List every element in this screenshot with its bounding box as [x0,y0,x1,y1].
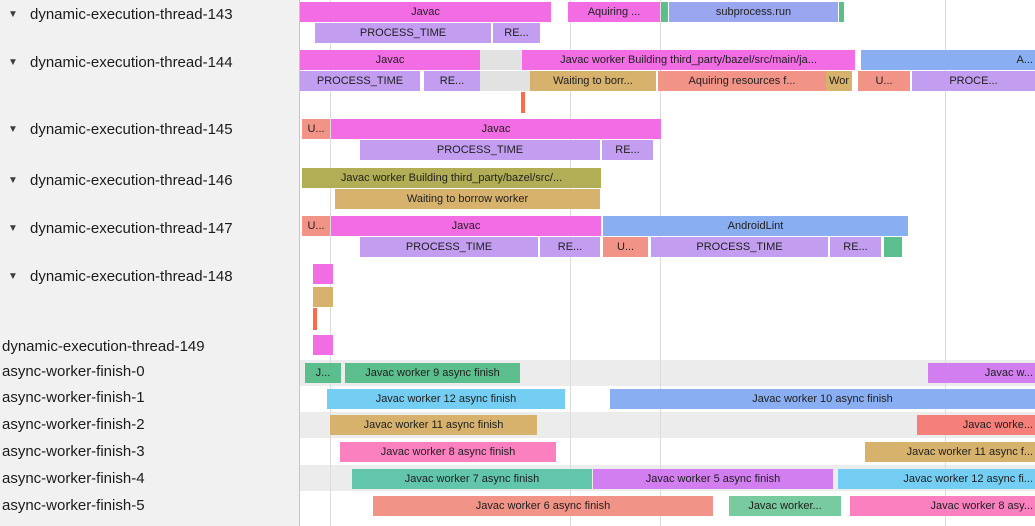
timeline-slice[interactable] [313,287,333,307]
gridline [660,0,661,526]
track-async-worker-finish-5[interactable]: async-worker-finish-5 [0,495,145,515]
timeline-slice[interactable]: RE... [424,71,480,91]
timeline-slice[interactable] [661,2,668,22]
timeline-slice[interactable]: PROCESS_TIME [300,71,420,91]
timeline-slice[interactable]: U... [603,237,648,257]
timeline-slice[interactable]: RE... [602,140,653,160]
collapse-arrow-icon[interactable]: ▼ [8,222,18,234]
timeline-slice[interactable]: U... [858,71,910,91]
gridline [330,0,331,526]
track-dynamic-execution-thread-149[interactable]: dynamic-execution-thread-149 [0,336,205,356]
timeline-slice[interactable]: PROCESS_TIME [651,237,828,257]
timeline-slice[interactable]: U... [302,216,330,236]
timeline-slice[interactable]: Javac worker 11 async f... [865,442,1035,462]
timeline-slice[interactable]: RE... [493,23,540,43]
timeline-slice[interactable]: RE... [830,237,881,257]
timeline-slice[interactable] [480,71,530,91]
timeline-slice[interactable]: Javac worker 7 async finish [352,469,592,489]
track-dynamic-execution-thread-143[interactable]: ▼ dynamic-execution-thread-143 [0,4,233,24]
timeline-slice[interactable]: Wor [826,71,852,91]
track-dynamic-execution-thread-148[interactable]: ▼ dynamic-execution-thread-148 [0,266,233,286]
track-dynamic-execution-thread-145[interactable]: ▼ dynamic-execution-thread-145 [0,119,233,139]
timeline-slice[interactable]: Javac worker 5 async finish [593,469,833,489]
track-async-worker-finish-3[interactable]: async-worker-finish-3 [0,441,145,461]
gridline [945,0,946,526]
timeline-slice[interactable]: Javac worker 11 async finish [330,415,537,435]
timeline-slice[interactable]: AndroidLint [603,216,908,236]
timeline-slice[interactable]: PROCESS_TIME [360,140,600,160]
timeline-slice[interactable]: Javac worker 9 async finish [345,363,520,383]
timeline-slice[interactable] [521,92,525,113]
timeline-slice[interactable]: Javac worke... [917,415,1035,435]
track-async-worker-finish-1[interactable]: async-worker-finish-1 [0,387,145,407]
timeline-slice[interactable]: Javac worker 12 async fi... [838,469,1035,489]
track-label: dynamic-execution-thread-143 [30,5,233,23]
timeline-slice[interactable]: RE... [540,237,600,257]
track-label: async-worker-finish-0 [2,362,145,380]
collapse-arrow-icon[interactable]: ▼ [8,56,18,68]
track-dynamic-execution-thread-147[interactable]: ▼ dynamic-execution-thread-147 [0,218,233,238]
sidebar: ▼ dynamic-execution-thread-143 ▼ dynamic-ex… [0,0,300,526]
timeline-slice[interactable]: Javac worker 8 async finish [340,442,556,462]
collapse-arrow-icon[interactable]: ▼ [8,8,18,20]
track-dynamic-execution-thread-144[interactable]: ▼ dynamic-execution-thread-144 [0,52,233,72]
track-async-worker-finish-2[interactable]: async-worker-finish-2 [0,414,145,434]
timeline-slice[interactable]: Javac worker... [729,496,841,516]
track-label: dynamic-execution-thread-144 [30,53,233,71]
timeline-slice[interactable]: U... [302,119,330,139]
timeline-slice[interactable]: Waiting to borrow worker [335,189,600,209]
collapse-arrow-icon[interactable]: ▼ [8,174,18,186]
timeline-slice[interactable]: Javac worker 12 async finish [327,389,565,409]
track-label: async-worker-finish-5 [2,496,145,514]
timeline-slice[interactable]: Javac w... [928,363,1035,383]
timeline-slice[interactable]: Javac [331,119,661,139]
timeline-slice[interactable]: Javac [300,50,480,70]
track-label: async-worker-finish-2 [2,415,145,433]
timeline-slice[interactable] [884,237,902,257]
track-label: dynamic-execution-thread-147 [30,219,233,237]
timeline-slice[interactable]: PROCESS_TIME [360,237,538,257]
timeline-slice[interactable]: A... [861,50,1035,70]
timeline-slice[interactable]: Javac worker Building third_party/bazel/… [302,168,601,188]
timeline-slice[interactable] [313,308,317,330]
track-async-worker-finish-0[interactable]: async-worker-finish-0 [0,361,145,381]
timeline-slice[interactable]: Javac worker 10 async finish [610,389,1035,409]
collapse-arrow-icon[interactable]: ▼ [8,123,18,135]
track-label: dynamic-execution-thread-146 [30,171,233,189]
timeline-slice[interactable] [839,2,844,22]
timeline-slice[interactable]: Javac worker Building third_party/bazel/… [522,50,855,70]
gridline [570,0,571,526]
timeline-slice[interactable]: Javac [300,2,551,22]
timeline-slice[interactable] [480,50,522,70]
timeline-slice[interactable]: Aquiring resources f... [658,71,826,91]
track-label: dynamic-execution-thread-145 [30,120,233,138]
timeline-slice[interactable]: Javac [331,216,601,236]
timeline-slice[interactable]: Waiting to borr... [530,71,656,91]
timeline-slice[interactable]: Javac worker 6 async finish [373,496,713,516]
track-label: dynamic-execution-thread-148 [30,267,233,285]
track-label: async-worker-finish-1 [2,388,145,406]
timeline-slice[interactable]: Javac worker 8 asy... [850,496,1035,516]
collapse-arrow-icon[interactable]: ▼ [8,270,18,282]
timeline-slice[interactable]: Aquiring ... [568,2,660,22]
timeline-slice[interactable]: PROCE... [912,71,1035,91]
track-async-worker-finish-4[interactable]: async-worker-finish-4 [0,468,145,488]
track-dynamic-execution-thread-146[interactable]: ▼ dynamic-execution-thread-146 [0,170,233,190]
timeline-slice[interactable] [313,335,333,355]
timeline-slice[interactable]: PROCESS_TIME [315,23,491,43]
timeline-slice[interactable] [313,264,333,284]
track-label: dynamic-execution-thread-149 [2,337,205,355]
timeline-slice[interactable]: J... [305,363,341,383]
timeline-slice[interactable]: subprocess.run [669,2,838,22]
track-label: async-worker-finish-4 [2,469,145,487]
track-label: async-worker-finish-3 [2,442,145,460]
